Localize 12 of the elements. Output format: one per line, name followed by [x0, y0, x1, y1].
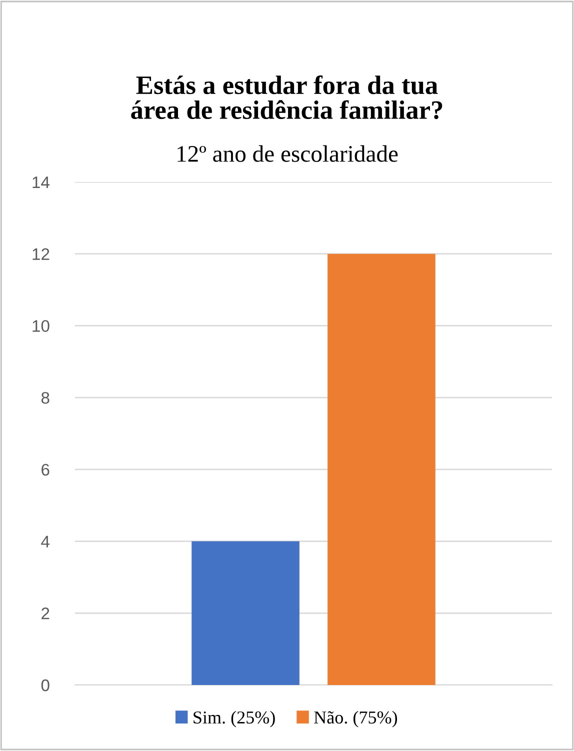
y-tick-label: 8	[41, 392, 50, 404]
chart-title: Estás a estudar fora da tua área de residência familiar?	[131, 75, 442, 120]
y-tick-label: 2	[42, 608, 50, 620]
legend-label: Sim. (25%)	[194, 710, 275, 728]
y-tick-label: 12	[32, 248, 50, 260]
y-tick-label: 10	[32, 320, 50, 332]
y-tick-label: 0	[41, 679, 50, 692]
y-tick-label: 6	[42, 464, 50, 476]
y-tick-label: 4	[41, 536, 50, 548]
y-tick-label: 14	[32, 176, 50, 188]
chart-subtitle: 12º ano de escolaridade	[178, 145, 398, 162]
legend-label: Não. (75%)	[314, 710, 398, 728]
